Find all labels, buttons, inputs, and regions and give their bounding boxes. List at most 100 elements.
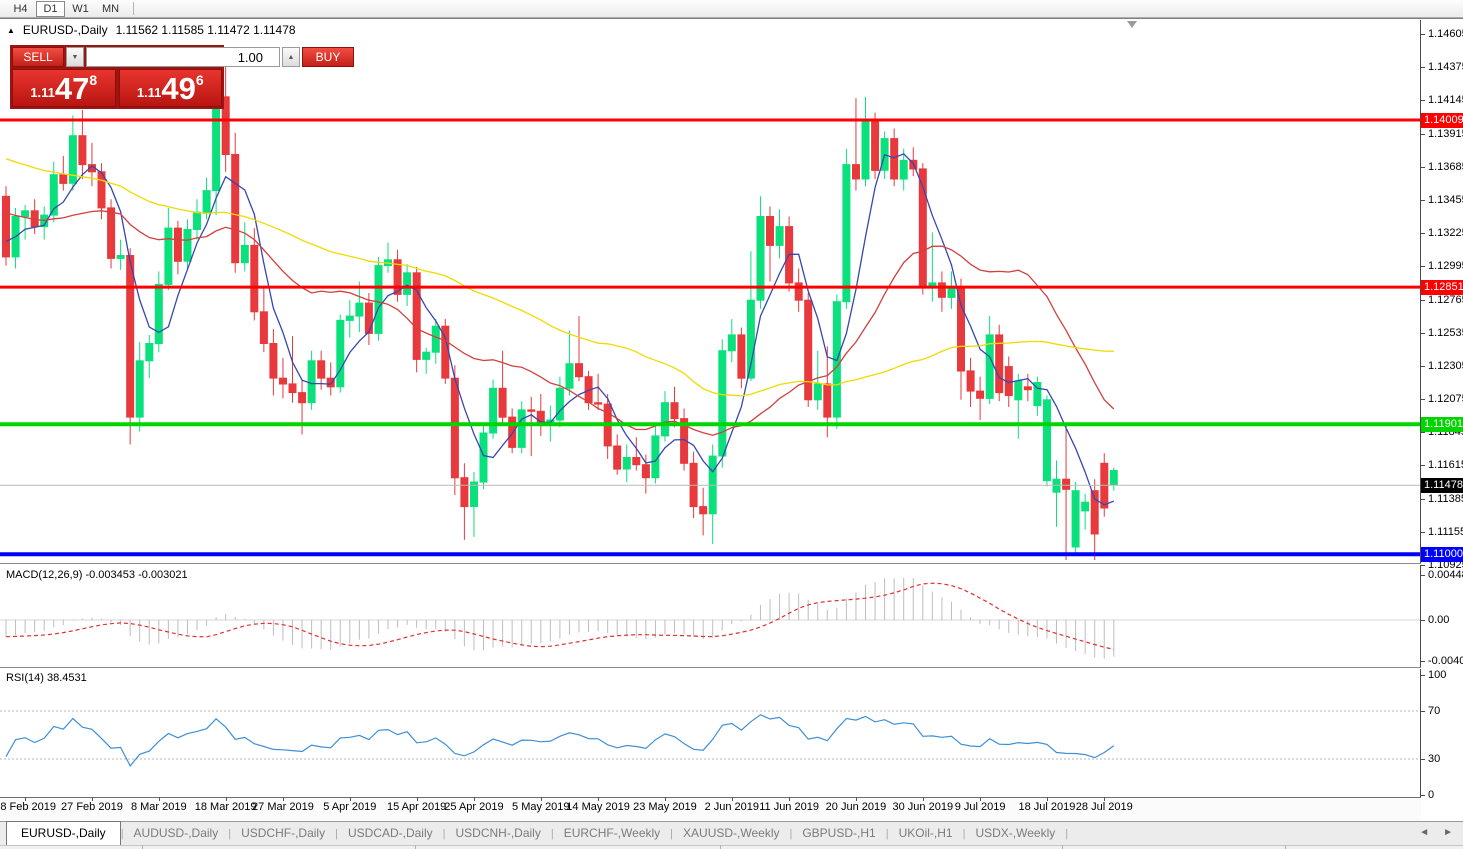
statusbar-divider [415,845,416,849]
tab-usdcnh-daily[interactable]: USDCNH-,Daily [455,826,541,840]
date-tick [91,797,93,801]
date-axis[interactable] [0,797,1421,821]
tab-usdx-weekly[interactable]: USDX-,Weekly [975,826,1056,840]
tab-scroll-left-icon[interactable]: ◄ [1419,827,1430,838]
axis-tick [1421,565,1425,567]
sell-price-big: 47 [54,71,90,106]
status-bar [0,845,1463,849]
tab-gbpusd-h1[interactable]: GBPUSD-,H1 [802,826,876,840]
price-tick-label: 1.14145 [1428,94,1463,107]
rsi-tick-label: 70 [1428,705,1441,717]
tab-eurchf-weekly[interactable]: EURCHF-,Weekly [563,826,661,840]
date-tick [473,797,475,801]
date-label: 15 Apr 2019 [386,801,447,813]
timeframe-toolbar: H4 D1 W1 MN [0,0,1463,18]
buy-price-prefix: 1.11 [136,85,162,100]
timeframe-button-h4[interactable]: H4 [13,2,28,15]
axis-tick [1421,660,1425,662]
price-level-tag: 1.11000 [1421,547,1463,563]
tab-divider: | [228,828,232,840]
tab-ukoil-h1[interactable]: UKOil-,H1 [898,826,953,840]
price-tick-label: 1.13915 [1428,127,1463,140]
chart-shift-marker-icon[interactable] [1127,21,1137,28]
date-label: 18 Jul 2019 [1018,801,1076,813]
axis-tick [1421,365,1425,367]
date-label: 25 Apr 2019 [444,801,504,813]
timeframe-button-w1[interactable]: W1 [72,2,89,15]
tab-scroll-right-icon[interactable]: ► [1443,827,1453,838]
axis-tick [1421,166,1425,168]
rsi-tick-label: 30 [1428,753,1441,765]
tab-divider: | [442,828,446,840]
rsi-panel-divider[interactable] [0,667,1421,669]
timeframe-buttons: H4 D1 W1 MN [6,0,125,17]
date-tick [282,797,284,801]
timeframe-button-mn[interactable]: MN [101,2,120,15]
macd-indicator-chart[interactable] [0,565,1421,667]
tab-divider: | [335,828,338,840]
date-label: 5 May 2019 [512,801,570,813]
date-label: 27 Feb 2019 [61,801,123,813]
price-tick-label: 1.12075 [1428,393,1463,406]
tab-divider: | [789,828,793,840]
price-tick-label: 1.11385 [1428,492,1463,505]
axis-tick [1421,711,1425,712]
date-label: 14 May 2019 [566,801,630,813]
axis-tick [1421,620,1425,621]
date-tick [789,797,791,801]
tab-usdchf-daily[interactable]: USDCHF-,Daily [241,826,326,840]
collapse-arrow-icon[interactable]: ▲ [7,25,15,35]
statusbar-divider [142,845,143,849]
price-tick-label: 1.14605 [1428,27,1463,40]
axis-tick [1421,498,1425,500]
tab-eurusd-daily[interactable]: EURUSD-,Daily [6,821,121,846]
timeframe-button-d1[interactable]: D1 [36,0,65,17]
date-tick [922,797,924,801]
axis-tick [1421,399,1425,401]
tab-divider: | [962,828,966,840]
price-tick-label: 1.12765 [1428,293,1463,306]
macd-tick-label: 0.00 [1428,614,1450,626]
axis-tick [1421,332,1425,334]
price-tick-label: 1.13225 [1428,227,1463,240]
buy-button[interactable]: BUY [302,47,354,67]
macd-label: MACD(12,26,9) -0.003453 -0.003021 [6,569,188,581]
macd-tick-label: -0.004048 [1428,654,1463,667]
rsi-indicator-chart[interactable] [0,669,1421,797]
one-click-trading-panel: SELL ▼ ▲ BUY 1.11 47 8 1.11 49 6 [10,45,354,109]
date-tick [980,797,982,801]
volume-increase-button[interactable]: ▲ [282,47,300,67]
rsi-tick-label: 0 [1428,789,1435,801]
price-tick-label: 1.14375 [1428,61,1463,74]
date-tick [540,797,542,801]
tab-audusd-daily[interactable]: AUDUSD-,Daily [133,826,219,840]
buy-price-sup: 6 [195,72,204,88]
date-label: 8 Mar 2019 [130,801,187,813]
volume-decrease-button[interactable]: ▼ [66,47,84,67]
price-chart[interactable] [0,20,1421,563]
date-tick [598,797,600,801]
date-label: 23 May 2019 [633,801,697,813]
statusbar-divider [1285,845,1286,849]
axis-tick [1421,432,1425,434]
volume-input[interactable] [86,47,280,67]
date-label: 18 Feb 2019 [0,801,56,813]
sell-price-prefix: 1.11 [30,85,55,100]
buy-price-display[interactable]: 1.11 49 6 [118,69,222,107]
axis-tick [1421,675,1425,676]
sell-button[interactable]: SELL [12,47,64,67]
date-label: 30 Jun 2019 [892,801,954,813]
tab-usdcad-daily[interactable]: USDCAD-,Daily [347,826,433,840]
sell-price-display[interactable]: 1.11 47 8 [12,69,116,107]
date-tick [664,797,666,801]
tab-divider: | [1065,828,1069,840]
macd-panel-divider[interactable] [0,563,1421,565]
tab-divider: | [670,828,674,840]
axis-tick [1421,33,1425,35]
date-label: 27 Mar 2019 [252,801,314,813]
tab-divider: | [885,828,889,840]
ohlc-values: 1.11562 1.11585 1.11472 1.11478 [115,23,296,37]
tab-xauusd-weekly[interactable]: XAUUSD-,Weekly [683,826,780,840]
axis-tick [1421,233,1425,235]
tab-divider: | [550,828,554,840]
